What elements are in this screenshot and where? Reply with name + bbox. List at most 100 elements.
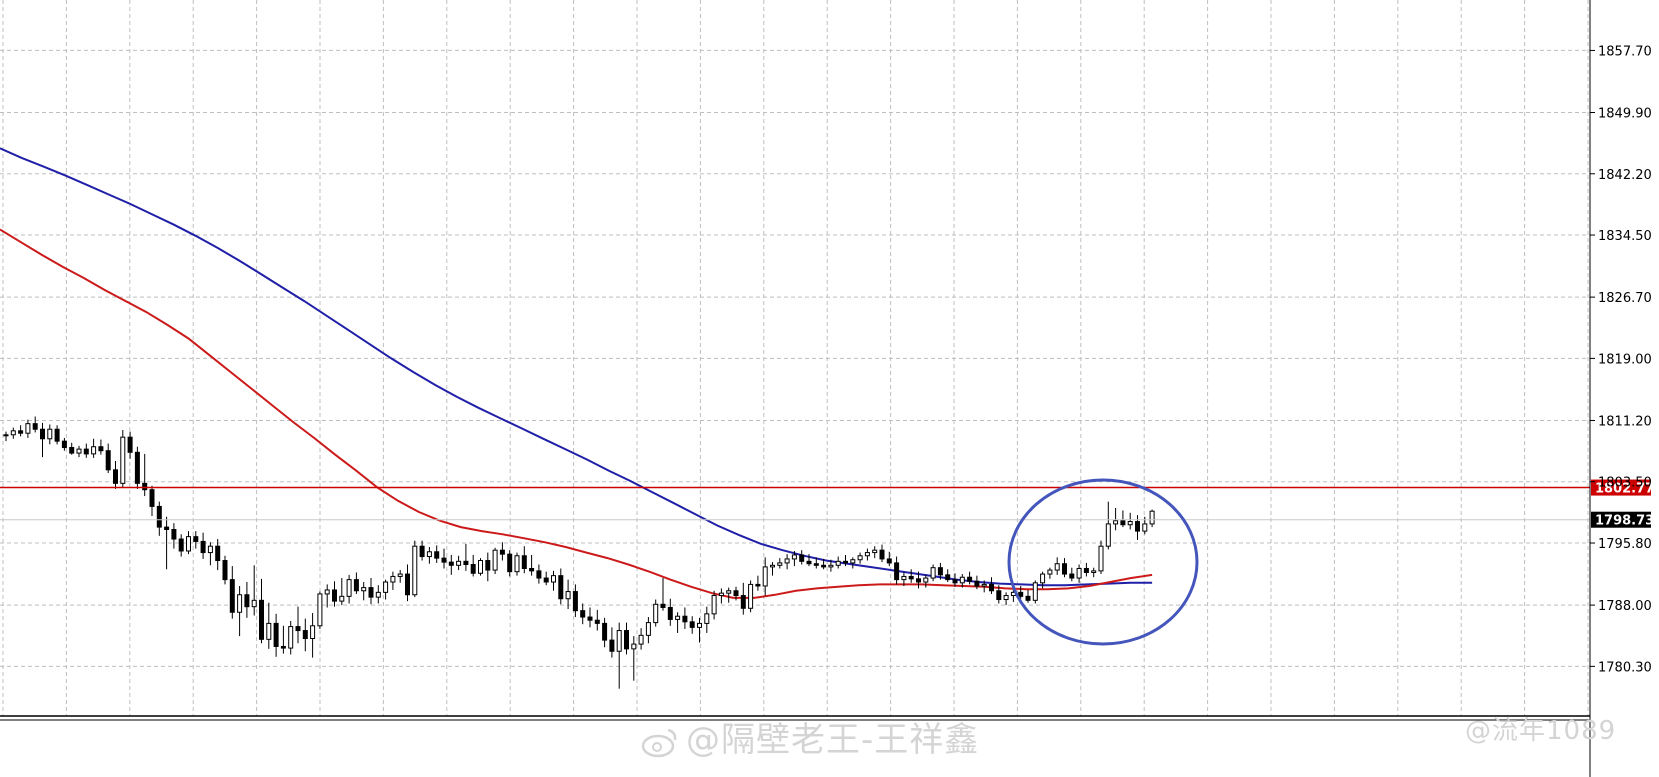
last-price-tag	[1591, 511, 1651, 528]
candle-body	[134, 451, 140, 484]
candle	[1083, 562, 1089, 577]
candle	[587, 607, 593, 628]
watermark-side: @流年1089	[1465, 710, 1616, 747]
candle-body	[755, 583, 761, 587]
candle	[76, 445, 82, 458]
candle	[266, 602, 272, 649]
candle	[967, 571, 973, 585]
candle	[886, 551, 892, 567]
candle-body	[1091, 570, 1097, 573]
candle-body	[806, 560, 812, 565]
candle	[149, 485, 155, 516]
candle	[478, 558, 483, 576]
candle-body	[383, 581, 389, 593]
y-tick-label: 1803.50	[1598, 476, 1652, 491]
candle	[25, 419, 31, 438]
candle	[572, 584, 578, 618]
candle-body	[499, 549, 505, 555]
candle-body	[799, 554, 805, 562]
candle	[507, 550, 513, 577]
candle-body	[346, 579, 352, 597]
candle	[310, 613, 316, 658]
candle-body	[237, 594, 243, 613]
candle	[47, 424, 53, 445]
candle	[660, 578, 666, 611]
candle-body	[536, 570, 542, 579]
candle	[828, 559, 834, 572]
candle	[777, 558, 783, 569]
candle	[923, 574, 929, 588]
candle	[959, 574, 965, 588]
candle-body	[91, 446, 97, 455]
candle	[113, 461, 118, 489]
candle	[616, 622, 622, 689]
candle-body	[974, 580, 980, 587]
candle-body	[1018, 591, 1024, 597]
candle-body	[426, 551, 432, 558]
candle-body	[368, 587, 374, 598]
candle	[127, 431, 133, 459]
candle	[200, 532, 206, 559]
candle	[1076, 564, 1082, 583]
candle	[470, 554, 476, 577]
candle	[740, 582, 746, 615]
candle-body	[1040, 573, 1046, 584]
candle-body	[901, 575, 907, 581]
candle-body	[419, 545, 425, 558]
candle	[397, 570, 403, 583]
candle	[244, 582, 250, 618]
candle	[996, 585, 1002, 604]
candle-body	[543, 577, 549, 583]
candle	[916, 571, 921, 589]
candle	[894, 556, 900, 585]
candle	[1113, 508, 1119, 531]
candle	[835, 556, 841, 569]
candle-body	[259, 599, 264, 640]
candle-body	[989, 583, 994, 592]
candle-body	[667, 606, 673, 620]
candle	[558, 568, 564, 605]
candle	[485, 552, 491, 582]
candle	[164, 516, 170, 570]
candle	[930, 564, 936, 582]
candle	[1149, 509, 1155, 528]
candle-body	[200, 540, 206, 554]
candle	[280, 625, 286, 654]
candle-body	[1069, 573, 1075, 579]
candle-body	[98, 446, 104, 452]
weibo-logo-icon	[641, 728, 677, 757]
candle-body	[879, 549, 885, 560]
candle-body	[1047, 569, 1053, 575]
candle-body	[478, 560, 483, 574]
candle	[602, 617, 608, 648]
candle-body	[828, 564, 834, 568]
candle	[726, 587, 732, 603]
candle-body	[653, 603, 659, 624]
candle-body	[770, 564, 775, 568]
candle	[594, 609, 600, 631]
candle-body	[178, 538, 184, 552]
candle-body	[835, 560, 841, 566]
candle-body	[485, 560, 491, 571]
candle	[1040, 571, 1046, 589]
candle-body	[697, 622, 702, 628]
candle	[171, 523, 177, 549]
candle	[784, 554, 790, 570]
candle-body	[456, 560, 462, 566]
watermark-main-text: @隔壁老王-王祥鑫	[686, 720, 980, 760]
candle	[1069, 567, 1075, 582]
candle	[61, 437, 67, 451]
candle	[390, 571, 396, 590]
candle-body	[609, 639, 615, 652]
watermark-main: @隔壁老王-王祥鑫	[640, 712, 979, 761]
highlight-circle	[1007, 478, 1199, 646]
candle	[806, 554, 812, 567]
candle	[536, 564, 542, 584]
candle-body	[660, 603, 666, 608]
candle	[514, 552, 520, 576]
candle-body	[594, 619, 600, 624]
candle	[134, 446, 140, 489]
candle-body	[821, 564, 827, 568]
candle-body	[397, 573, 403, 577]
candle-body	[463, 560, 469, 566]
